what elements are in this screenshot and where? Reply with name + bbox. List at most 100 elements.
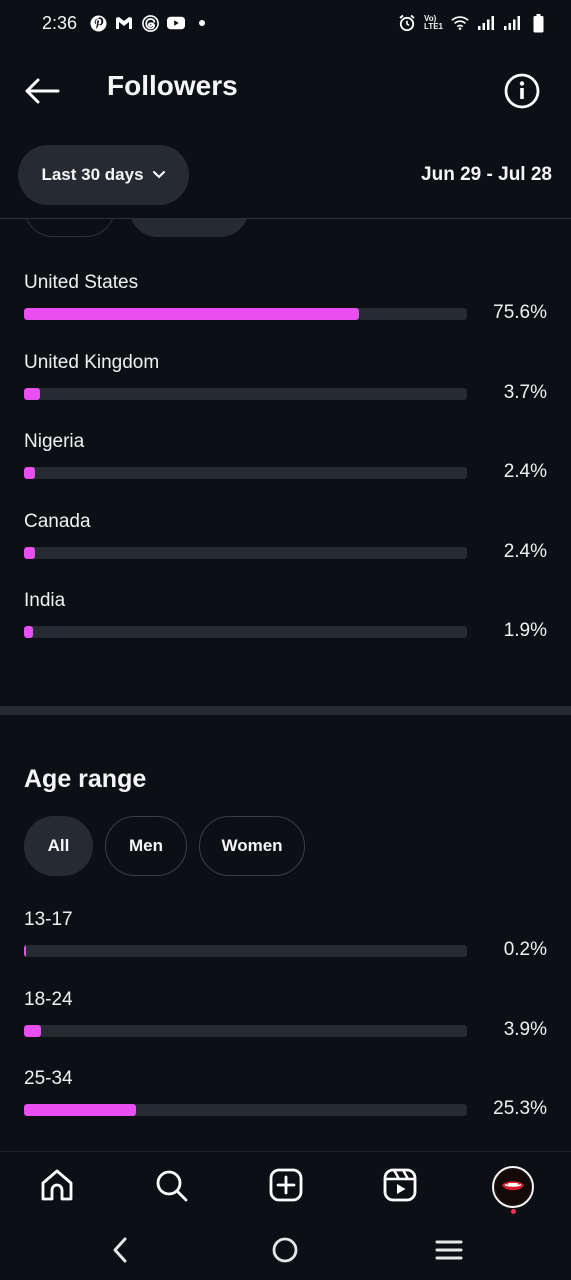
metric-value: 75.6% bbox=[493, 302, 547, 323]
date-range-dropdown-label: Last 30 days bbox=[41, 165, 144, 184]
metric-value: 1.9% bbox=[503, 620, 547, 641]
notification-dot bbox=[511, 1209, 516, 1214]
metric-value: 2.4% bbox=[503, 540, 547, 562]
metric-row: India 1.9% bbox=[24, 590, 547, 660]
pinterest-icon bbox=[89, 14, 107, 32]
avatar-image bbox=[496, 1170, 530, 1204]
battery-icon bbox=[529, 13, 547, 32]
bar-fill bbox=[24, 626, 33, 638]
bar-track bbox=[24, 467, 467, 479]
search-icon bbox=[156, 1170, 188, 1202]
date-range-dropdown[interactable]: Last 30 days bbox=[18, 145, 189, 205]
recents-icon bbox=[435, 1240, 463, 1260]
metric-row: Canada 2.4% bbox=[24, 511, 547, 581]
metric-label: 18-24 bbox=[24, 988, 73, 1010]
tab-women-label: Women bbox=[221, 836, 283, 855]
system-nav-bar bbox=[0, 1221, 571, 1280]
bar-fill bbox=[24, 546, 35, 559]
signal-icon bbox=[477, 14, 495, 32]
metric-row: 13-17 0.2% bbox=[24, 909, 547, 979]
nav-reels[interactable] bbox=[381, 1166, 419, 1204]
bar-fill bbox=[24, 945, 26, 957]
metric-row: 18-24 3.9% bbox=[24, 989, 547, 1059]
tab-men-label: Men bbox=[129, 836, 163, 855]
date-range-text: Jun 29 - Jul 28 bbox=[421, 164, 552, 185]
bottom-nav bbox=[0, 1151, 571, 1221]
metric-label: Canada bbox=[24, 510, 91, 532]
tab-men[interactable]: Men bbox=[105, 816, 187, 876]
metric-value: 3.9% bbox=[503, 1018, 547, 1040]
metric-value: 25.3% bbox=[493, 1098, 547, 1119]
nav-create[interactable] bbox=[267, 1166, 305, 1204]
metric-row: Nigeria 2.4% bbox=[24, 431, 547, 501]
tab-women[interactable]: Women bbox=[199, 816, 305, 876]
status-left: 2:36 bbox=[42, 13, 211, 34]
dot-icon bbox=[193, 14, 211, 32]
metric-label: India bbox=[24, 590, 66, 611]
bar-track bbox=[24, 1104, 467, 1116]
back-icon bbox=[113, 1237, 127, 1263]
bar-fill bbox=[24, 1104, 137, 1116]
metric-value: 3.7% bbox=[503, 381, 547, 403]
bar-fill bbox=[24, 467, 35, 479]
bar-track bbox=[24, 546, 467, 559]
page-title: Followers bbox=[107, 70, 238, 101]
status-right: Vo) LTE1 bbox=[398, 13, 547, 32]
nav-search[interactable] bbox=[152, 1166, 190, 1204]
info-icon bbox=[504, 73, 540, 109]
bar-fill bbox=[24, 1024, 42, 1037]
metric-label: United Kingdom bbox=[24, 351, 160, 373]
tab-all[interactable]: All bbox=[24, 816, 93, 876]
arrow-left-icon bbox=[25, 78, 60, 104]
metric-label: United States bbox=[24, 272, 139, 293]
bar-track bbox=[24, 945, 467, 957]
metric-label: 13-17 bbox=[24, 909, 73, 930]
status-time: 2:36 bbox=[42, 12, 78, 33]
youtube-icon bbox=[167, 14, 186, 32]
metric-label: 25-34 bbox=[24, 1068, 73, 1089]
home-icon bbox=[41, 1169, 73, 1201]
section-divider bbox=[0, 706, 571, 715]
home-circle-icon bbox=[272, 1237, 298, 1263]
reels-icon bbox=[383, 1168, 417, 1202]
system-back-button[interactable] bbox=[104, 1233, 138, 1267]
signal-icon bbox=[503, 14, 521, 32]
chevron-down-icon bbox=[152, 171, 165, 179]
nav-profile[interactable] bbox=[490, 1164, 536, 1210]
metric-value: 2.4% bbox=[503, 461, 547, 482]
bar-fill bbox=[24, 308, 359, 320]
metric-label: Nigeria bbox=[24, 431, 85, 452]
content-scroll-area[interactable]: United States 75.6% United Kingdom 3.7% Nige… bbox=[0, 219, 571, 1151]
bar-fill bbox=[24, 387, 41, 400]
wifi-icon bbox=[451, 14, 469, 32]
volte-line1: Vo) bbox=[424, 14, 437, 23]
threads-icon bbox=[141, 14, 159, 32]
metric-row: 25-34 25.3% bbox=[24, 1068, 547, 1138]
profile-avatar bbox=[492, 1166, 534, 1208]
system-recents-button[interactable] bbox=[432, 1233, 466, 1267]
volte-icon: Vo) LTE1 bbox=[424, 15, 443, 31]
metric-row: United Kingdom 3.7% bbox=[24, 352, 547, 422]
bar-track bbox=[24, 626, 467, 638]
filter-row: Last 30 days Jun 29 - Jul 28 bbox=[0, 145, 571, 205]
status-bar: 2:36 Vo) LTE1 bbox=[0, 0, 571, 46]
create-icon bbox=[269, 1168, 303, 1202]
header-divider bbox=[0, 218, 571, 219]
tab-all-label: All bbox=[47, 836, 70, 855]
gmail-icon bbox=[115, 14, 133, 32]
bar-track bbox=[24, 308, 467, 320]
partial-tab[interactable] bbox=[129, 219, 249, 237]
age-range-title: Age range bbox=[24, 765, 147, 793]
header: Followers bbox=[0, 56, 571, 126]
volte-line2: LTE1 bbox=[424, 22, 443, 31]
bar-track bbox=[24, 1024, 467, 1037]
nav-home[interactable] bbox=[38, 1166, 76, 1204]
metric-value: 0.2% bbox=[503, 939, 547, 960]
metric-row: United States 75.6% bbox=[24, 272, 547, 342]
back-button[interactable] bbox=[22, 74, 62, 108]
bar-track bbox=[24, 387, 467, 400]
system-home-button[interactable] bbox=[268, 1233, 302, 1267]
partial-tab[interactable] bbox=[24, 219, 115, 237]
info-button[interactable] bbox=[503, 72, 541, 110]
alarm-icon bbox=[398, 14, 416, 32]
